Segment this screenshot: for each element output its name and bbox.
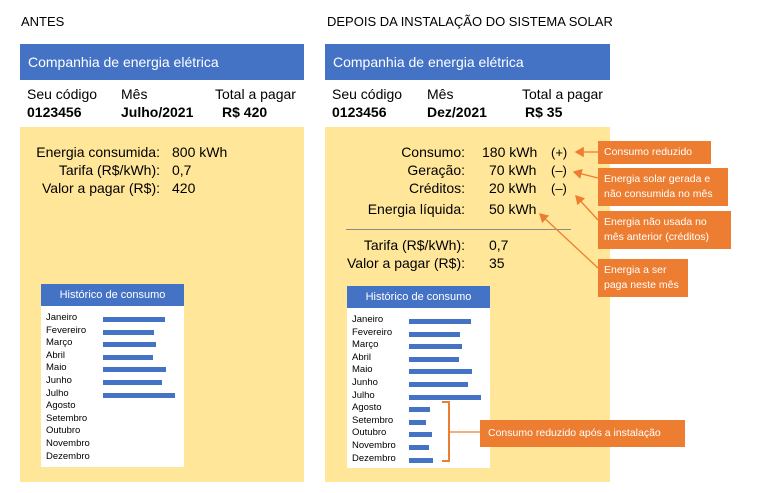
arrow-geracao (572, 168, 599, 179)
bar (409, 382, 468, 387)
month-label: Janeiro (46, 312, 78, 323)
before-total-value: R$ 420 (222, 104, 268, 120)
bar (409, 419, 427, 425)
before-row-label: Energia consumida: (36, 144, 160, 160)
callout-consumo-reduzido: Consumo reduzido (598, 141, 711, 164)
before-history-chart: Histórico de consumo Janeiro Fevereiro Mar… (41, 284, 184, 467)
month-label: Fevereiro (352, 326, 393, 338)
month-label: Junho (46, 375, 72, 386)
bar (409, 445, 429, 450)
after-row-label: Geração: (407, 162, 465, 178)
before-code-value: 0123456 (27, 104, 82, 120)
before-banner: Companhia de energia elétrica (20, 44, 304, 80)
before-section-title: ANTES (21, 14, 65, 29)
before-month-label: Mês (121, 86, 148, 102)
month-label: Junho (352, 377, 378, 388)
bar (103, 342, 157, 348)
after-code-value: 0123456 (332, 104, 387, 120)
bar (409, 319, 471, 324)
after-row-value: 180 kWh (482, 144, 538, 160)
after-total-label: Total a pagar (522, 86, 603, 102)
month-label: Outubro (352, 427, 387, 439)
after-banner: Companhia de energia elétrica (325, 44, 610, 80)
before-code-label: Seu código (27, 86, 98, 102)
callout-energia-paga: Energia a ser paga neste mês (598, 259, 688, 297)
before-chart-title: Histórico de consumo (41, 284, 184, 306)
month-label: Maio (352, 364, 373, 376)
after-month-value: Dez/2021 (427, 104, 487, 120)
after-section-title: DEPOIS DA INSTALAÇÃO DO SISTEMA SOLAR (327, 14, 613, 29)
bar (409, 369, 472, 375)
bar (409, 331, 461, 337)
arrow-energia-liquida (539, 213, 599, 269)
after-history-chart: Histórico de consumo Janeiro Fevereiro Mar… (347, 286, 490, 468)
month-label: Abril (46, 349, 66, 361)
bar (103, 354, 154, 360)
month-label: Setembro (352, 414, 394, 426)
bar (103, 329, 155, 335)
bar (103, 367, 166, 373)
after-row-label: Energia líquida: (367, 201, 465, 217)
after-chart-title: Histórico de consumo (347, 286, 490, 308)
month-label: Dezembro (46, 450, 90, 462)
after-row-label: Créditos: (408, 180, 465, 196)
before-row-label: Tarifa (R$/kWh): (58, 162, 160, 178)
bar (409, 432, 432, 438)
after-row2-value: 0,7 (489, 237, 509, 253)
after-row-value: 70 kWh (489, 162, 537, 178)
after-row2-label: Valor a pagar (R$): (346, 255, 465, 271)
before-row-value: 420 (172, 180, 196, 196)
before-row-value: 800 kWh (172, 144, 228, 160)
after-code-label: Seu código (332, 86, 403, 102)
month-label: Dezembro (352, 452, 396, 464)
before-row-value: 0,7 (172, 162, 192, 178)
after-row-value: 50 kWh (489, 201, 537, 217)
after-total-value: R$ 35 (525, 104, 563, 120)
bracket-reduced (442, 401, 450, 462)
bar (103, 317, 165, 322)
before-total-label: Total a pagar (215, 86, 296, 102)
after-row-value: 20 kWh (489, 180, 537, 196)
after-row-sign: (–) (551, 163, 567, 178)
bar (103, 380, 162, 385)
month-label: Agosto (46, 400, 76, 412)
bar (409, 356, 460, 362)
month-label: Fevereiro (46, 324, 87, 336)
month-label: Julho (352, 389, 375, 401)
divider-line (346, 229, 571, 230)
bar (409, 394, 481, 400)
month-label: Outubro (46, 425, 81, 437)
after-row-label: Consumo: (401, 144, 465, 160)
month-label: Novembro (46, 438, 90, 449)
callout-creditos: Energia não usada no mês anterior (crédi… (598, 211, 731, 249)
before-month-value: Julho/2021 (121, 104, 194, 120)
bar (409, 344, 463, 350)
month-label: Agosto (352, 402, 382, 414)
arrow-creditos (575, 195, 599, 221)
month-label: Abril (352, 351, 372, 363)
month-label: Novembro (352, 440, 396, 451)
after-row2-value: 35 (489, 255, 505, 271)
bar (409, 457, 433, 463)
callout-consumo-apos-instalacao: Consumo reduzido após a instalação (480, 420, 685, 447)
after-row-sign: (–) (551, 181, 567, 196)
month-label: Maio (46, 362, 67, 374)
month-label: Janeiro (352, 314, 384, 325)
after-row2-label: Tarifa (R$/kWh): (363, 237, 465, 253)
after-row-sign: (+) (551, 145, 568, 160)
month-label: Julho (46, 387, 69, 399)
month-label: Março (46, 337, 73, 349)
month-label: Março (352, 339, 379, 351)
bar (409, 407, 430, 413)
after-month-label: Mês (427, 86, 454, 102)
bar (103, 392, 175, 398)
before-row-label: Valor a pagar (R$): (41, 180, 160, 196)
callout-energia-solar: Energia solar gerada e não consumida no … (598, 168, 728, 206)
month-label: Setembro (46, 412, 88, 424)
